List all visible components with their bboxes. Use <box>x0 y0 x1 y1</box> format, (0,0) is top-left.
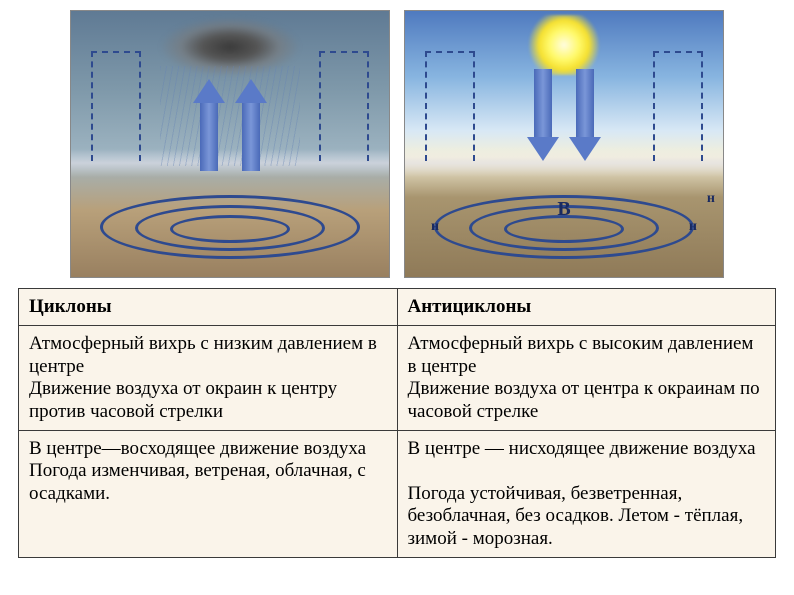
edge-pressure-label: н <box>689 219 697 235</box>
table-cell: В центре—восходящее движение воздухаПого… <box>19 431 398 558</box>
arrow-down-icon <box>528 69 558 159</box>
table-row: ЦиклоныАнтициклоны <box>19 289 776 326</box>
sun-icon <box>524 15 604 75</box>
table-cell: В центре — нисходящее движение воздухаПо… <box>397 431 776 558</box>
cyclone-diagram <box>70 10 390 278</box>
anticyclone-diagram: В н н н <box>404 10 724 278</box>
table-cell: Антициклоны <box>397 289 776 326</box>
center-pressure-label: В <box>557 198 570 221</box>
table-cell: Циклоны <box>19 289 398 326</box>
table-cell: Атмосферный вихрь с высоким давлением в … <box>397 326 776 431</box>
arrow-down-icon <box>570 69 600 159</box>
table-row: В центре—восходящее движение воздухаПого… <box>19 431 776 558</box>
edge-pressure-label: н <box>431 219 439 235</box>
edge-pressure-label: н <box>707 191 715 207</box>
arrow-up-icon <box>236 81 266 171</box>
table-row: Атмосферный вихрь с низким давлением в ц… <box>19 326 776 431</box>
table-cell: Атмосферный вихрь с низким давлением в ц… <box>19 326 398 431</box>
rain-icon <box>160 66 300 166</box>
arrow-up-icon <box>194 81 224 171</box>
diagram-row: В н н н <box>18 10 776 278</box>
comparison-table: ЦиклоныАнтициклоныАтмосферный вихрь с ни… <box>18 288 776 558</box>
